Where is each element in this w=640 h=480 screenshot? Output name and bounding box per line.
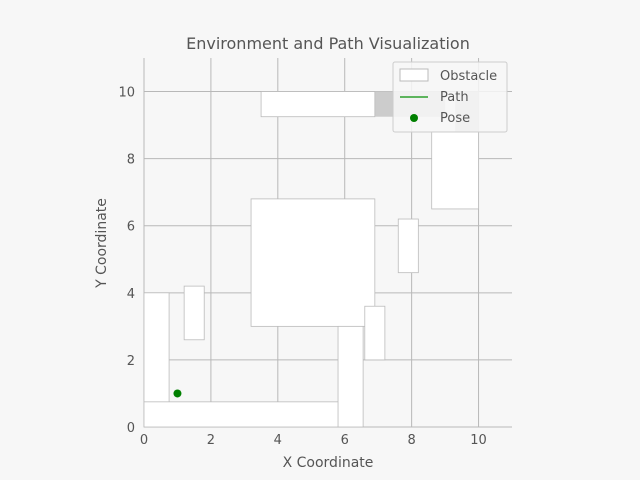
obstacle-2 xyxy=(397,218,419,274)
x-axis-label: X Coordinate xyxy=(283,455,374,471)
legend-pose-label: Pose xyxy=(440,111,470,126)
obstacle-7 xyxy=(143,401,362,428)
obstacle-1 xyxy=(431,131,479,210)
obstacle-4 xyxy=(250,198,376,327)
obstacle-0 xyxy=(260,91,376,118)
x-tick-label-1: 2 xyxy=(207,433,215,448)
chart-title: Environment and Path Visualization xyxy=(186,34,470,53)
x-tick-label-2: 4 xyxy=(274,433,282,448)
y-axis-label: Y Coordinate xyxy=(94,198,110,289)
legend-obstacle-swatch xyxy=(399,68,429,82)
y-tick-label-2: 4 xyxy=(127,287,135,302)
obstacle-8 xyxy=(337,325,364,428)
x-tick-label-0: 0 xyxy=(140,433,148,448)
legend: Obstacle Path Pose xyxy=(392,61,508,133)
legend-path-label: Path xyxy=(440,90,469,105)
legend-obstacle-label: Obstacle xyxy=(440,69,497,84)
x-tick-label-5: 10 xyxy=(470,433,487,448)
y-tick-label-3: 6 xyxy=(127,220,135,235)
y-tick-label-0: 0 xyxy=(127,421,135,436)
legend-pose-swatch xyxy=(410,114,418,122)
pose-point-0 xyxy=(173,389,182,398)
y-tick-label-4: 8 xyxy=(127,153,135,168)
obstacle-5 xyxy=(364,305,386,361)
obstacle-3 xyxy=(183,285,205,341)
pose-series xyxy=(173,389,182,398)
tick-labels: 0 2 4 6 8 10 0 2 4 6 8 10 xyxy=(118,86,486,448)
y-tick-label-5: 10 xyxy=(118,86,135,101)
x-tick-label-3: 6 xyxy=(341,433,349,448)
x-tick-label-4: 8 xyxy=(407,433,415,448)
obstacles xyxy=(143,91,479,428)
y-tick-label-1: 2 xyxy=(127,354,135,369)
